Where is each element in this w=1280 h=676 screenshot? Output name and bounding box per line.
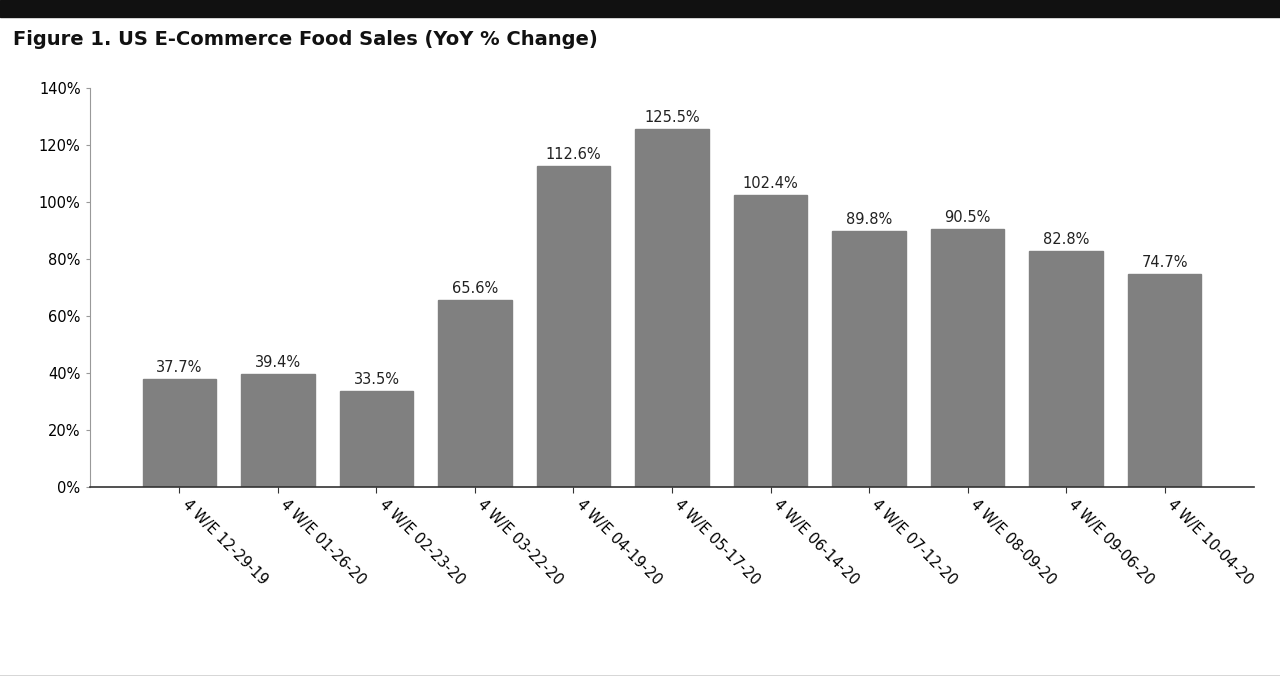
Text: 33.5%: 33.5% <box>353 372 399 387</box>
Bar <box>536 166 611 487</box>
Text: 65.6%: 65.6% <box>452 281 498 295</box>
Text: 37.7%: 37.7% <box>156 360 202 375</box>
Text: 90.5%: 90.5% <box>945 210 991 224</box>
Text: 125.5%: 125.5% <box>644 110 700 125</box>
Bar <box>438 300 512 487</box>
Text: 89.8%: 89.8% <box>846 212 892 226</box>
Bar <box>832 231 906 487</box>
Bar <box>142 379 216 487</box>
Text: 39.4%: 39.4% <box>255 355 301 370</box>
Bar <box>1128 274 1202 487</box>
Text: 74.7%: 74.7% <box>1142 255 1188 270</box>
Bar <box>339 391 413 487</box>
Text: Figure 1. US E-Commerce Food Sales (YoY % Change): Figure 1. US E-Commerce Food Sales (YoY … <box>13 30 598 49</box>
Bar <box>241 375 315 487</box>
Text: 82.8%: 82.8% <box>1043 232 1089 247</box>
Text: 102.4%: 102.4% <box>742 176 799 191</box>
Text: 112.6%: 112.6% <box>545 147 602 162</box>
Bar <box>733 195 808 487</box>
Bar <box>1029 251 1103 487</box>
Bar <box>931 229 1005 487</box>
Bar <box>635 129 709 487</box>
